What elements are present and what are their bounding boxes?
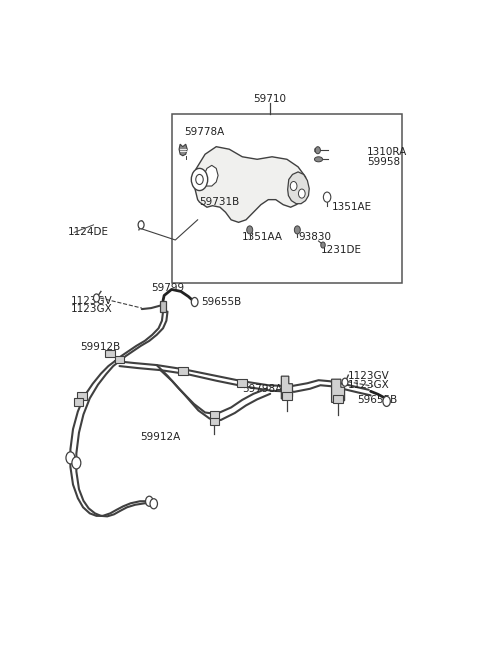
Text: 59731B: 59731B [200, 197, 240, 207]
Text: 59912A: 59912A [140, 432, 180, 441]
Text: 1351AE: 1351AE [332, 202, 372, 212]
Circle shape [299, 189, 305, 198]
Bar [238, 379, 247, 386]
Text: 1123GX: 1123GX [348, 380, 390, 390]
Circle shape [324, 192, 331, 202]
Bar [210, 418, 219, 426]
Text: 59778A: 59778A [185, 126, 225, 136]
Circle shape [247, 226, 252, 234]
Ellipse shape [314, 157, 323, 162]
Circle shape [290, 181, 297, 191]
Circle shape [66, 452, 75, 464]
Text: 59710: 59710 [253, 94, 287, 103]
Text: 1231DE: 1231DE [321, 245, 361, 255]
Text: 59912B: 59912B [81, 342, 120, 352]
Polygon shape [281, 376, 292, 399]
Circle shape [192, 168, 208, 191]
Circle shape [342, 378, 348, 386]
Polygon shape [194, 147, 307, 222]
Polygon shape [203, 165, 218, 186]
Bar [115, 356, 124, 364]
Circle shape [72, 457, 81, 469]
Text: 1310RA: 1310RA [367, 147, 407, 157]
Polygon shape [315, 149, 320, 152]
Circle shape [294, 226, 300, 234]
Text: 59799: 59799 [151, 283, 184, 293]
Circle shape [315, 147, 321, 154]
Polygon shape [332, 379, 345, 402]
Text: 1351AA: 1351AA [242, 233, 283, 242]
Text: 59958: 59958 [367, 157, 400, 167]
Text: 1123GV: 1123GV [71, 295, 113, 305]
Text: 59798A: 59798A [242, 384, 283, 394]
Text: 1124DE: 1124DE [67, 227, 108, 237]
Text: 93830: 93830 [298, 233, 331, 242]
Polygon shape [288, 172, 309, 204]
Circle shape [150, 498, 157, 509]
Text: 1123GX: 1123GX [71, 304, 113, 314]
Bar [333, 395, 343, 403]
Circle shape [192, 297, 198, 307]
Bar [74, 398, 84, 406]
Bar [172, 114, 402, 283]
Circle shape [196, 174, 203, 185]
Bar [178, 367, 188, 375]
Text: 1123GV: 1123GV [348, 371, 390, 381]
Circle shape [94, 294, 99, 302]
Bar [160, 301, 167, 312]
Circle shape [145, 496, 153, 506]
Circle shape [383, 396, 390, 406]
Bar [77, 392, 87, 400]
Text: 59655B: 59655B [358, 395, 398, 405]
Bar [210, 411, 219, 419]
Bar [106, 350, 115, 358]
Text: 59655B: 59655B [202, 297, 241, 307]
Bar [282, 392, 292, 400]
Circle shape [138, 221, 144, 229]
Circle shape [321, 242, 325, 248]
Polygon shape [179, 144, 187, 156]
